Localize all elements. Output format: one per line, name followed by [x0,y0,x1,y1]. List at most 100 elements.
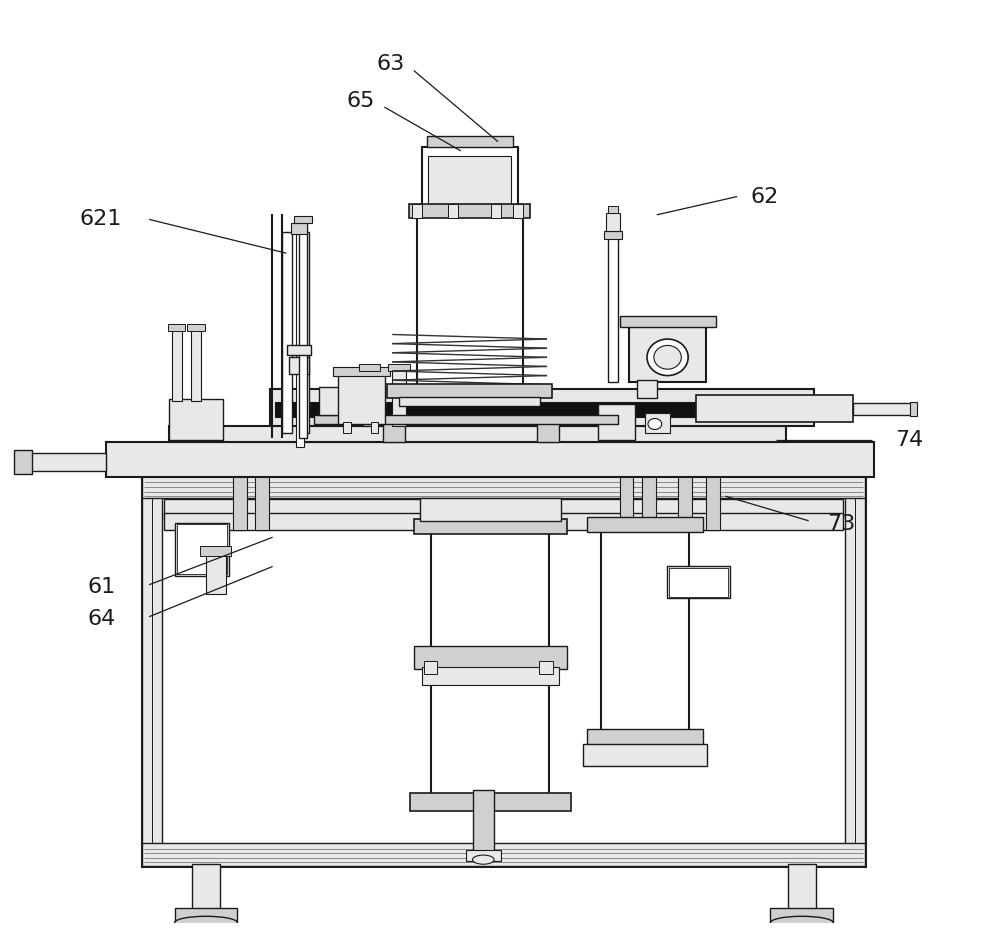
Bar [142,843,865,866]
Bar [333,367,390,377]
Bar [289,357,309,374]
Bar [598,404,635,441]
Bar [291,223,307,234]
Bar [587,729,703,746]
Bar [371,422,378,433]
Bar [206,553,226,594]
Text: 65: 65 [347,90,375,111]
Bar [910,402,916,416]
Bar [363,369,377,426]
Bar [667,567,730,598]
Bar [788,864,816,910]
Bar [410,793,571,811]
Bar [678,473,692,530]
Bar [473,790,494,854]
Bar [706,473,720,530]
Bar [338,374,385,424]
Text: 64: 64 [87,610,115,629]
Text: 73: 73 [827,514,855,533]
Bar [539,662,553,674]
Bar [387,384,552,398]
Bar [696,395,853,422]
Bar [587,517,703,532]
Bar [142,475,865,498]
Bar [448,204,458,218]
Text: 62: 62 [750,186,779,207]
Bar [175,908,237,923]
Bar [233,473,247,530]
Bar [431,532,549,795]
Bar [388,363,410,371]
Bar [192,864,220,910]
Bar [319,388,382,415]
Bar [424,662,437,674]
Bar [294,215,312,223]
Bar [177,525,227,574]
Text: 621: 621 [80,210,122,229]
Bar [513,204,523,218]
Bar [314,415,618,424]
Bar [169,426,786,443]
Bar [583,744,707,765]
Bar [604,231,622,239]
Bar [164,514,843,530]
Bar [287,345,311,355]
Bar [417,212,523,390]
Bar [187,323,205,331]
Bar [608,236,618,382]
Bar [142,475,162,866]
Bar [270,390,814,426]
Bar [392,369,406,426]
Bar [28,453,106,472]
Bar [412,204,422,218]
Bar [428,157,511,204]
Bar [669,569,728,596]
Bar [282,232,292,433]
Bar [601,530,689,731]
Bar [168,323,185,331]
Bar [383,419,405,443]
Bar [414,519,567,534]
Bar [606,213,620,231]
Bar [255,473,269,530]
Ellipse shape [473,855,494,864]
Bar [14,449,32,474]
Bar [853,403,912,415]
Text: 74: 74 [896,431,924,450]
Bar [420,498,561,521]
Bar [409,204,530,218]
Bar [629,327,706,382]
Bar [299,218,307,438]
Ellipse shape [647,339,688,376]
Bar [422,147,518,212]
Bar [426,136,513,147]
Bar [106,443,874,477]
Bar [275,402,809,417]
Bar [200,546,231,555]
Bar [642,473,656,530]
Bar [359,363,380,371]
Bar [637,380,657,398]
Bar [608,206,618,213]
Bar [645,413,670,433]
Bar [296,223,304,446]
Bar [172,328,182,401]
Bar [620,316,716,327]
Bar [845,475,865,866]
Bar [399,397,540,405]
Ellipse shape [654,346,681,369]
Bar [191,328,201,401]
Bar [466,850,501,860]
Ellipse shape [770,916,833,929]
Bar [537,419,559,443]
Bar [620,473,633,530]
Bar [164,499,843,519]
Bar [175,523,229,576]
Text: 61: 61 [87,577,115,596]
Bar [770,908,833,923]
Bar [142,475,865,866]
Bar [343,422,351,433]
Text: 63: 63 [376,54,404,75]
Bar [422,667,559,685]
Bar [414,646,567,669]
